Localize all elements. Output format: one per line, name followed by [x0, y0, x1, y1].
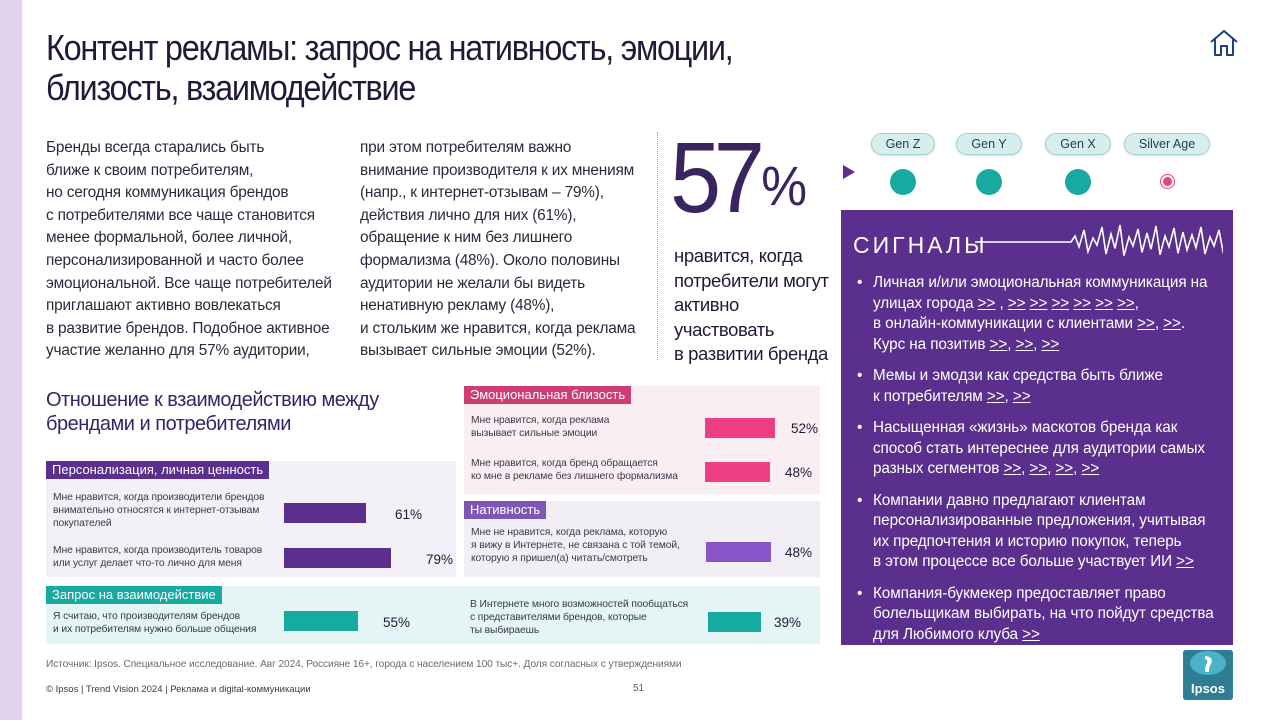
interaction-row-2-value: 39%	[774, 615, 802, 630]
nativity-row-1-bar	[706, 542, 771, 562]
signal-item-1: Личная и/или эмоциональная коммуникация …	[853, 273, 1221, 355]
kpi-value: 57%	[670, 122, 807, 234]
card-emotional-title: Эмоциональная близость	[464, 386, 632, 404]
silver-age-tab[interactable]: Silver Age	[1123, 133, 1211, 155]
gen-x-marker	[1065, 169, 1091, 195]
generation-silver-age: Silver Age	[1122, 133, 1212, 188]
signal-link[interactable]: >>	[1022, 625, 1040, 643]
card-nativity: Нативность Мне не нравится, когда реклам…	[464, 501, 820, 577]
kpi-description: нравится, когда потребители могут активн…	[674, 245, 829, 364]
page-number: 51	[633, 683, 645, 694]
signal-link[interactable]: >>	[1051, 294, 1070, 312]
generation-gen-x: Gen X	[1037, 133, 1119, 195]
emotional-row-2-bar	[705, 462, 770, 482]
card-interaction-request: Запрос на взаимодействие Я считаю, что п…	[46, 586, 820, 644]
ipsos-logo: Ipsos	[1183, 650, 1233, 700]
emotional-row-1-bar	[705, 418, 776, 438]
gen-z-marker	[890, 169, 916, 195]
card-emotional-closeness: Эмоциональная близость Мне нравится, ког…	[464, 386, 820, 494]
signal-link[interactable]: >>	[1163, 315, 1181, 332]
silver-age-marker	[1160, 175, 1174, 188]
signal-item-4: Компании давно предлагают клиентам персо…	[853, 491, 1221, 573]
generation-gen-z: Gen Z	[862, 133, 944, 195]
signal-link[interactable]: >>	[1081, 460, 1100, 477]
signal-link[interactable]: >>	[1095, 294, 1113, 312]
signal-link[interactable]: >>	[1073, 294, 1091, 312]
signals-panel: СИГНАЛЫ Личная и/или эмоциональная комму…	[841, 210, 1233, 645]
signal-link[interactable]: >>	[1029, 294, 1048, 312]
signal-link[interactable]: >>	[977, 294, 996, 312]
signal-item-5: Компания-букмекер предоставляет право бо…	[853, 584, 1221, 646]
signal-link[interactable]: >>	[1176, 553, 1194, 570]
dotted-divider	[657, 132, 658, 360]
ipsos-logo-mark	[1183, 650, 1233, 700]
interaction-row-1-bar	[284, 611, 359, 631]
signal-item-3: Насыщенная «жизнь» маскотов бренда как с…	[853, 418, 1221, 480]
intro-text-middle: при этом потребителям важно внимание про…	[360, 139, 636, 360]
left-accent-strip	[0, 0, 22, 720]
interaction-row-2-bar	[708, 612, 761, 632]
home-icon[interactable]	[1208, 27, 1240, 59]
card-personalization-title: Персонализация, личная ценность	[46, 461, 270, 479]
card-personalization: Персонализация, личная ценность Мне нрав…	[46, 461, 456, 577]
source-note: Источник: Ipsos. Специальное исследовани…	[46, 659, 682, 670]
personalization-row-1-bar	[284, 503, 367, 523]
emotional-row-2-value: 48%	[785, 465, 813, 480]
footer-copyright: © Ipsos | Trend Vision 2024 | Реклама и …	[46, 684, 311, 695]
card-nativity-title: Нативность	[464, 501, 547, 519]
section-title: Отношение к взаимодействию между брендам…	[46, 389, 379, 435]
signal-link[interactable]: >>	[1116, 294, 1135, 312]
signals-list: Личная и/или эмоциональная коммуникация …	[853, 273, 1221, 645]
signal-link[interactable]: >>	[1055, 460, 1074, 477]
signal-link[interactable]: >>	[1137, 315, 1155, 332]
intro-text-left: Бренды всегда старались быть ближе к сво…	[46, 139, 332, 360]
interaction-row-2-label: В Интернете много возможностей пообщатьс…	[470, 599, 689, 636]
soundwave-icon	[975, 224, 1223, 256]
signal-link[interactable]: >>	[986, 387, 1005, 405]
nativity-row-1-label: Мне не нравится, когда реклама, которую …	[471, 527, 680, 564]
interaction-row-1-label: Я считаю, что производителям брендов и и…	[53, 611, 257, 635]
play-arrow-icon	[843, 165, 855, 179]
generation-gen-y: Gen Y	[948, 133, 1030, 195]
signal-item-2: Мемы и эмодзи как средства быть ближе к …	[853, 366, 1221, 407]
logo-text: Ipsos	[1191, 681, 1225, 696]
kpi-number: 57	[670, 122, 765, 234]
card-interaction-title: Запрос на взаимодействие	[46, 586, 222, 604]
personalization-row-2-bar	[284, 548, 391, 568]
signal-link[interactable]: >>	[989, 335, 1008, 353]
emotional-row-1-label: Мне нравится, когда реклама вызывает сил…	[471, 415, 610, 439]
emotional-row-1-value: 52%	[791, 421, 819, 436]
signals-title: СИГНАЛЫ	[853, 232, 988, 258]
nativity-row-1-value: 48%	[785, 545, 813, 560]
signal-link[interactable]: >>	[1012, 387, 1031, 405]
signal-link[interactable]: >>	[1007, 294, 1026, 312]
personalization-row-2-value: 79%	[426, 552, 454, 567]
page-title: Контент рекламы: запрос на нативность, э…	[46, 27, 734, 108]
interaction-row-1-value: 55%	[383, 615, 411, 630]
signal-link[interactable]: >>	[1041, 335, 1060, 353]
personalization-row-1-value: 61%	[395, 507, 423, 522]
gen-y-tab[interactable]: Gen Y	[956, 133, 1022, 155]
kpi-unit: %	[761, 154, 808, 217]
signal-link[interactable]: >>	[1015, 335, 1034, 353]
signal-link[interactable]: >>	[1029, 460, 1048, 477]
personalization-row-1-label: Мне нравится, когда производители брендо…	[53, 492, 265, 529]
gen-z-tab[interactable]: Gen Z	[870, 133, 936, 155]
signal-link[interactable]: >>	[1003, 460, 1022, 477]
emotional-row-2-label: Мне нравится, когда бренд обращается ко …	[471, 458, 678, 482]
gen-x-tab[interactable]: Gen X	[1045, 133, 1111, 155]
gen-y-marker	[976, 169, 1002, 195]
personalization-row-2-label: Мне нравится, когда производитель товаро…	[53, 545, 263, 569]
